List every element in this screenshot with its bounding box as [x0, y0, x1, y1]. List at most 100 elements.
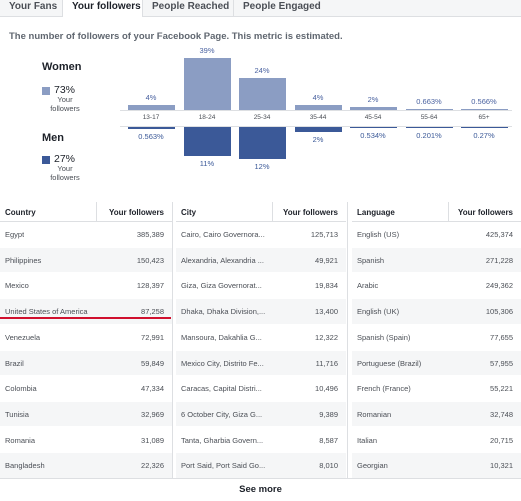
women-sub: Your followers	[50, 95, 80, 113]
women-bar-label: 0.566%	[471, 97, 497, 106]
age-group-label: 65+	[478, 114, 490, 121]
language-name: Spanish (Spain)	[357, 332, 411, 342]
language-name: English (UK)	[357, 307, 400, 317]
city-name: Mexico City, Distrito Fe...	[181, 358, 264, 368]
women-bar	[349, 107, 397, 110]
women-bar-label: 0.663%	[416, 97, 442, 106]
country-name: Romania	[5, 435, 36, 445]
city-followers-value: 13,400	[315, 307, 338, 317]
table-row: Egypt 385,389	[0, 222, 172, 247]
city-followers-value: 8,587	[319, 435, 338, 445]
men-bar-label: 12%	[254, 162, 270, 171]
country-followers-value: 22,326	[141, 461, 164, 471]
language-followers-header[interactable]: Your followers	[458, 208, 513, 217]
country-followers-value: 31,089	[141, 435, 164, 445]
country-followers-value: 128,397	[136, 281, 164, 291]
country-followers-value: 87,258	[141, 307, 164, 317]
women-bar	[460, 109, 508, 110]
table-row: Mexico 128,397	[0, 273, 172, 298]
language-table-header: Language Your followers	[352, 202, 521, 222]
table-row: Georgian 10,321	[352, 453, 521, 478]
women-bar-label: 4%	[312, 92, 324, 102]
table-row: Cairo, Cairo Governora... 125,713	[176, 222, 346, 247]
language-followers-value: 32,748	[490, 409, 513, 419]
women-legend: Women	[42, 61, 82, 73]
age-group-label: 55-64	[420, 114, 438, 121]
tab-bar: Your Fans Your followers People Reached …	[0, 0, 521, 17]
men-bar	[349, 127, 397, 129]
tab-your-fans[interactable]: Your Fans	[0, 0, 63, 16]
tab-your-followers[interactable]: Your followers	[63, 0, 143, 17]
language-followers-value: 57,955	[490, 358, 513, 368]
table-row: Mexico City, Distrito Fe... 11,716	[176, 350, 346, 375]
table-divider	[172, 202, 173, 478]
age-axis	[120, 110, 512, 127]
language-followers-value: 249,362	[485, 281, 513, 291]
city-followers-value: 8,010	[319, 461, 338, 471]
country-name: Bangladesh	[5, 461, 45, 471]
women-bar	[238, 78, 286, 110]
table-row: Caracas, Capital Distri... 10,496	[176, 376, 346, 401]
women-bar	[127, 104, 175, 110]
country-name: Mexico	[5, 281, 29, 291]
table-row: Colombia 47,334	[0, 376, 172, 401]
men-bar-label: 0.563%	[138, 131, 164, 141]
country-followers-header[interactable]: Your followers	[109, 208, 164, 217]
table-row: Alexandria, Alexandria ... 49,921	[176, 247, 346, 273]
language-name: Spanish	[357, 255, 385, 265]
city-followers-value: 11,716	[315, 358, 338, 368]
city-followers-value: 9,389	[319, 409, 338, 419]
table-row: French (France) 55,221	[352, 376, 521, 401]
men-bar-label: 0.534%	[360, 131, 386, 141]
men-percent: 27%	[54, 153, 76, 165]
country-name: Tunisia	[5, 409, 29, 419]
language-followers-value: 425,374	[485, 230, 513, 239]
women-bar-label: 24%	[254, 66, 270, 75]
table-row: Italian 20,715	[352, 428, 521, 453]
table-row: Venezuela 72,991	[0, 325, 172, 350]
table-row: Port Said, Port Said Go... 8,010	[176, 453, 346, 478]
age-group-label: 45-54	[364, 114, 382, 121]
city-followers-header[interactable]: Your followers	[283, 208, 338, 217]
table-row: English (US) 425,374	[352, 222, 521, 247]
men-bar-label: 2%	[312, 135, 324, 145]
country-name: Colombia	[5, 384, 37, 394]
age-group-label: 13-17	[142, 114, 160, 121]
see-more-button[interactable]: See more	[0, 478, 521, 501]
men-sub: Your followers	[50, 164, 80, 182]
language-followers-value: 77,655	[490, 332, 513, 342]
country-name: Brazil	[5, 358, 24, 368]
table-row: Giza, Giza Governorat... 19,834	[176, 273, 346, 298]
city-name: Alexandria, Alexandria ...	[181, 255, 264, 265]
language-name: English (US)	[357, 230, 400, 239]
city-name: Cairo, Cairo Governora...	[181, 230, 265, 239]
table-row: 6 October City, Giza G... 9,389	[176, 401, 346, 427]
table-row: Spanish (Spain) 77,655	[352, 325, 521, 350]
language-column-header: Language	[357, 208, 395, 217]
country-followers-value: 72,991	[141, 332, 164, 342]
table-row: Spanish 271,228	[352, 247, 521, 273]
men-bar	[127, 127, 175, 129]
table-row: Brazil 59,849	[0, 350, 172, 375]
table-divider	[347, 202, 348, 478]
table-row: Bangladesh 22,326	[0, 453, 172, 478]
city-table: City Your followers Cairo, Cairo Governo…	[176, 202, 346, 478]
language-followers-value: 20,715	[490, 435, 513, 445]
women-bar	[294, 104, 342, 110]
column-divider	[448, 202, 449, 221]
country-followers-value: 47,334	[141, 384, 164, 394]
city-followers-value: 49,921	[315, 255, 338, 265]
country-name: Egypt	[5, 230, 25, 239]
city-name: Mansoura, Dakahlia G...	[181, 332, 262, 342]
country-followers-value: 59,849	[141, 358, 164, 368]
men-bar	[405, 127, 453, 128]
country-followers-value: 385,389	[136, 230, 164, 239]
table-row: Romanian 32,748	[352, 401, 521, 427]
tab-people-reached[interactable]: People Reached	[143, 0, 234, 16]
table-row: United States of America 87,258	[0, 299, 172, 324]
country-followers-value: 32,969	[141, 409, 164, 419]
language-name: Italian	[357, 435, 378, 445]
tab-people-engaged[interactable]: People Engaged	[243, 1, 321, 12]
women-percent: 73%	[54, 84, 76, 96]
city-column-header: City	[181, 208, 197, 217]
